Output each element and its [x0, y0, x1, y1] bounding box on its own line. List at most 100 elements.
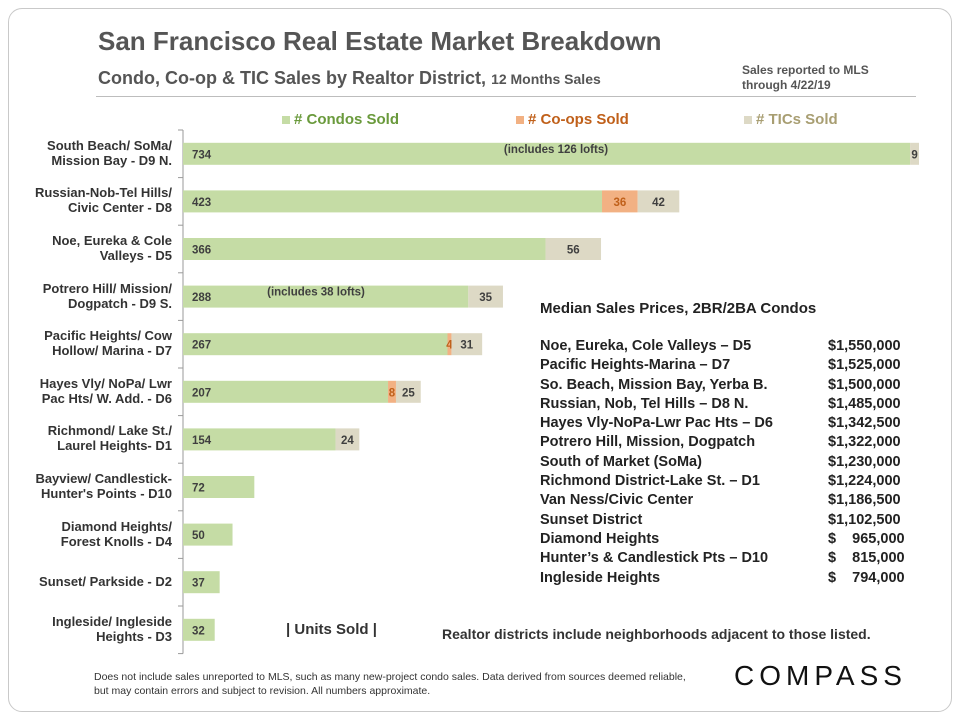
data-label-tic-4: 31: [460, 340, 473, 352]
bar-condo-10: [183, 618, 215, 641]
y-axis-label-line: Pac Hts/ W. Add. - D6: [41, 390, 172, 406]
subtitle-period: 12 Months Sales: [491, 71, 601, 87]
median-price-value: $1,102,500: [828, 511, 901, 528]
median-price-value: $ 794,000: [828, 569, 905, 586]
y-axis-label-line: Heights - D3: [96, 628, 172, 644]
median-district-name: Noe, Eureka, Cole Valleys – D5: [540, 338, 752, 354]
data-label-condo-5: 207: [192, 387, 211, 399]
median-price-value: $ 815,000: [828, 550, 905, 567]
data-label-tic-5: 25: [402, 387, 415, 399]
header-divider: [96, 96, 916, 97]
y-axis-label-7: Bayview/ Candlestick- Hunter's Points - D…: [10, 471, 172, 501]
median-price-row: Van Ness/Civic Center $1,186,500: [540, 491, 910, 510]
data-label-condo-7: 72: [192, 483, 205, 495]
legend-condos-label: # Condos Sold: [294, 111, 399, 128]
data-label-condo-6: 154: [192, 435, 212, 447]
median-price-row: Noe, Eureka, Cole Valleys – D5 $1,550,000: [540, 337, 910, 356]
bar-annotation-3: (includes 38 lofts): [267, 287, 365, 299]
y-axis-label-line: Hunter's Points - D10: [41, 486, 172, 501]
median-district-name: Hunter’s & Candlestick Pts – D10: [540, 550, 769, 567]
bar-condo-8: [183, 523, 233, 546]
page-title: San Francisco Real Estate Market Breakdo…: [98, 26, 662, 56]
bar-coop-5: [388, 380, 396, 403]
legend-coops-swatch: [516, 115, 524, 124]
y-axis-label-line: Hollow/ Marina - D7: [52, 343, 172, 359]
y-axis-label-line: Richmond/ Lake St./: [47, 423, 172, 439]
compass-logo: COMPASS: [734, 660, 907, 691]
median-district-name: Russian, Nob, Tel Hills – D8 N.: [540, 395, 749, 412]
bar-condo-2: [183, 238, 546, 260]
median-district-name: South of Market (SoMa): [540, 453, 702, 470]
median-price-value: $1,322,000: [828, 434, 901, 451]
bar-coop-1: [602, 190, 638, 213]
data-label-tic-3: 35: [479, 292, 492, 304]
median-price-value: $ 965,000: [828, 530, 905, 547]
bar-condo-1: [183, 190, 603, 213]
y-axis-label-1: Russian-Nob-Tel Hills/Civic Center - D8: [10, 185, 172, 215]
median-price-value: $1,224,000: [828, 473, 901, 490]
bar-tic-0: [910, 142, 919, 165]
bar-condo-7: [183, 476, 255, 498]
median-price-row: Potrero Hill, Mission, Dogpatch $1,322,00…: [540, 433, 910, 452]
bar-tic-3: [468, 285, 503, 308]
median-district-name: Sunset District: [540, 511, 643, 528]
data-label-condo-1: 423: [192, 197, 211, 209]
y-axis-label-line: Forest Knolls - D4: [60, 533, 172, 549]
data-label-condo-9: 37: [192, 578, 205, 590]
y-axis-label-line: Pacific Heights/ Cow: [44, 328, 172, 344]
bar-tic-1: [637, 190, 680, 213]
slide-frame: [8, 8, 952, 712]
legend-condos: # Condos Sold: [282, 111, 399, 128]
data-label-tic-1: 42: [652, 197, 665, 209]
bar-condo-6: [183, 428, 336, 451]
median-price-row: Hunter’s & Candlestick Pts – D10 $ 815,00…: [540, 549, 910, 568]
median-district-name: Potrero Hill, Mission, Dogpatch: [540, 434, 756, 451]
bar-condo-3: [183, 285, 469, 308]
y-axis-label-10: Ingleside/ Ingleside Heights - D3: [10, 614, 172, 644]
median-price-row: Ingleside Heights $ 794,000: [540, 569, 910, 588]
y-axis-label-8: Diamond Heights/Forest Knolls - D4: [10, 519, 172, 549]
median-district-name: Van Ness/Civic Center: [540, 492, 694, 509]
y-axis-label-line: Diamond Heights/: [61, 518, 172, 534]
y-axis-label-5: Hayes Vly/ NoPa/ Lwr Pac Hts/ W. Add. - D…: [10, 376, 172, 406]
bar-condo-0: [183, 142, 911, 165]
median-price-value: $1,485,000: [828, 395, 901, 412]
y-axis-label-line: Bayview/ Candlestick-: [35, 471, 172, 486]
data-label-tic-0: 9: [911, 149, 917, 161]
data-label-condo-0: 734: [192, 149, 212, 161]
median-price-value: $1,550,000: [828, 338, 901, 354]
y-axis-label-line: Valleys - D5: [99, 248, 172, 263]
data-label-coop-5: 8: [389, 387, 396, 399]
median-district-name: Ingleside Heights: [540, 569, 661, 586]
bar-tic-6: [335, 428, 360, 451]
median-price-row: Diamond Heights $ 965,000: [540, 530, 910, 549]
y-axis-label-2: Noe, Eureka & Cole Valleys - D5: [10, 233, 172, 263]
y-axis-label-line: Russian-Nob-Tel Hills/: [35, 185, 172, 201]
data-label-condo-2: 366: [192, 245, 211, 257]
median-price-value: $1,342,500: [828, 415, 901, 432]
median-price-row: Richmond District-Lake St. – D1 $1,224,00…: [540, 472, 910, 491]
y-axis-label-4: Pacific Heights/ Cow Hollow/ Marina - D7: [10, 328, 172, 358]
data-label-coop-1: 36: [613, 197, 626, 209]
median-price-row: Russian, Nob, Tel Hills – D8 N. $1,485,00…: [540, 395, 910, 414]
x-axis-label: | Units Sold |: [286, 621, 377, 638]
y-axis-label-line: Sunset/ Parkside - D2: [39, 573, 172, 589]
bar-annotation-0: (includes 126 lofts): [504, 144, 608, 156]
y-axis-label-0: South Beach/ SoMa/Mission Bay - D9 N.: [10, 138, 172, 168]
legend-tics: # TICs Sold: [744, 111, 838, 128]
page-subtitle: Condo, Co-op & TIC Sales by Realtor Dist…: [98, 68, 601, 89]
median-price-row: South of Market (SoMa) $1,230,000: [540, 453, 910, 472]
disclaimer: Does not include sales unreported to MLS…: [94, 671, 686, 697]
median-district-name: Pacific Heights-Marina – D7: [540, 357, 731, 374]
data-label-coop-4: 4: [446, 340, 453, 352]
median-district-name: Richmond District-Lake St. – D1: [540, 473, 760, 490]
legend-coops-label: # Co-ops Sold: [528, 111, 629, 128]
data-label-condo-4: 267: [192, 340, 211, 352]
data-label-condo-8: 50: [192, 530, 205, 542]
report-date-note: Sales reported to MLS through 4/22/19: [742, 63, 869, 92]
bar-condo-5: [183, 380, 389, 403]
median-price-value: $1,525,000: [828, 357, 901, 374]
bar-coop-4: [447, 333, 452, 356]
y-axis-label-line: Civic Center - D8: [67, 200, 172, 216]
